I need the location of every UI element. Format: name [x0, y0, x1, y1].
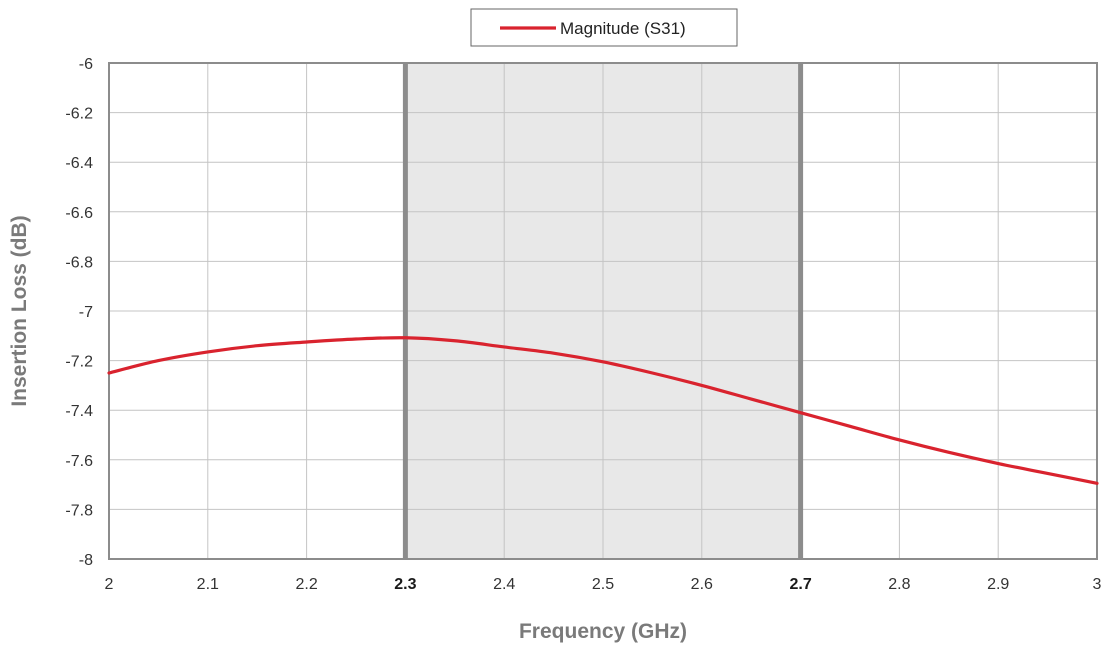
x-tick-label-9: 2.9: [987, 576, 1009, 593]
legend-label-magnitude-s31: Magnitude (S31): [560, 19, 686, 38]
legend: Magnitude (S31): [470, 8, 738, 47]
y-axis-title: Insertion Loss (dB): [8, 215, 31, 406]
x-tick-labels: 2 2.1 2.2 2.3 2.4 2.5 2.6 2.7 2.8 2.9 3: [105, 576, 1102, 593]
x-axis-title: Frequency (GHz): [519, 620, 687, 643]
y-tick-label-9: -7.8: [65, 502, 93, 519]
x-tick-label-5: 2.5: [592, 576, 614, 593]
y-tick-label-7: -7.4: [65, 403, 93, 420]
x-tick-label-0: 2: [105, 576, 114, 593]
x-tick-label-6: 2.6: [691, 576, 713, 593]
series-line-magnitude-s31: [107, 336, 1099, 485]
y-tick-label-8: -7.6: [65, 453, 93, 470]
y-tick-label-2: -6.4: [65, 155, 93, 172]
x-tick-label-3: 2.3: [394, 576, 416, 593]
y-tick-label-4: -6.8: [65, 254, 93, 271]
y-tick-label-1: -6.2: [65, 106, 93, 123]
x-tick-label-1: 2.1: [197, 576, 219, 593]
x-tick-label-8: 2.8: [888, 576, 910, 593]
x-tick-label-10: 3: [1093, 576, 1102, 593]
y-tick-label-5: -7: [79, 304, 93, 321]
y-tick-labels: -6 -6.2 -6.4 -6.6 -6.8 -7 -7.2 -7.4 -7.6 -7.8 -8: [65, 56, 93, 569]
y-tick-label-0: -6: [79, 56, 93, 73]
y-tick-label-10: -8: [79, 552, 93, 569]
y-tick-label-3: -6.6: [65, 205, 93, 222]
y-tick-label-6: -7.2: [65, 354, 93, 371]
passband-edges: [402, 63, 804, 559]
x-tick-label-2: 2.2: [295, 576, 317, 593]
x-tick-label-4: 2.4: [493, 576, 515, 593]
plot-border: [108, 62, 1098, 560]
x-tick-label-7: 2.7: [789, 576, 811, 593]
